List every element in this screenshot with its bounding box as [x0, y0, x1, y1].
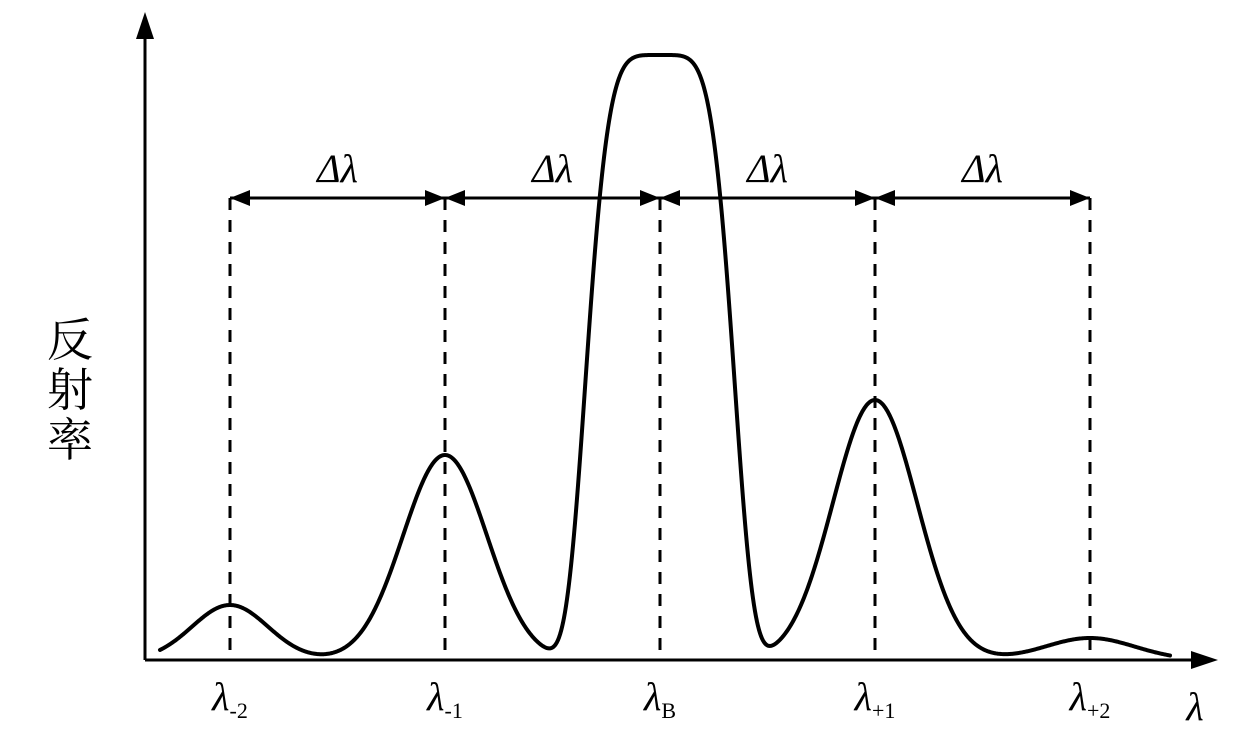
x-axis-label: λ: [1185, 684, 1203, 729]
delta-lambda-label: Δλ: [315, 146, 358, 191]
delta-lambda-label: Δλ: [960, 146, 1003, 191]
y-axis-label: 反射率: [47, 304, 93, 470]
delta-lambda-label: Δλ: [530, 146, 573, 191]
delta-lambda-label: Δλ: [745, 146, 788, 191]
spectrum-diagram: ΔλΔλΔλΔλλ-2λ-1λBλ+1λ+2反射率λ: [0, 0, 1239, 744]
